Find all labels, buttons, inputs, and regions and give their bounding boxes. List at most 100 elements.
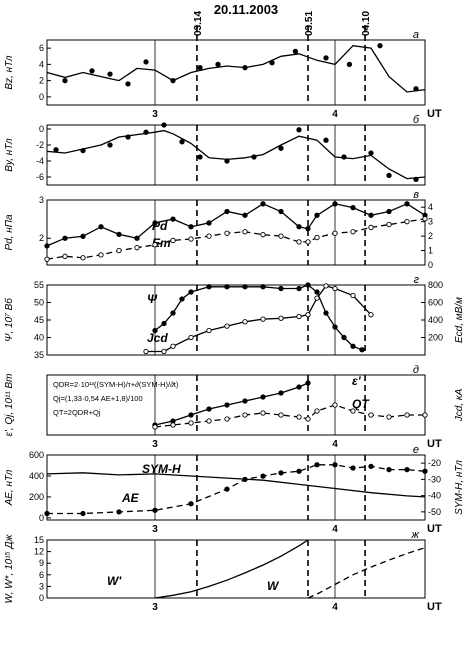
data-point: [314, 408, 320, 414]
panel-e: 0 200 400 600 -20 -30 -40 -50 AE, нТл SYM-H, нТл е…: [4, 444, 465, 535]
data-point: [323, 137, 329, 143]
y-tick-label: -6: [36, 172, 44, 182]
data-point: [305, 226, 311, 232]
data-point: [152, 242, 158, 248]
x-tick-label: 4: [332, 109, 338, 120]
x-tick-label: 3: [152, 439, 158, 450]
data-point: [161, 348, 167, 355]
panel-frame: [46, 539, 426, 599]
data-point: [296, 414, 302, 420]
panel-letter: г: [414, 274, 420, 286]
panel-frame: [46, 284, 426, 356]
series-label: W': [107, 574, 122, 588]
data-point: [224, 323, 230, 329]
data-point: [292, 48, 299, 55]
y-tick-label: 3: [39, 195, 44, 205]
y2-tick-label: -30: [428, 474, 441, 484]
y-axis-label: Pd, нПа: [4, 214, 15, 251]
data-point: [152, 220, 158, 226]
series-label: Ψ: [147, 292, 158, 306]
data-point: [170, 343, 176, 349]
y-tick-label: 0: [39, 513, 44, 523]
formula-text: Qj=(1,33·0,54 AE+1,8)/100: [53, 394, 143, 403]
y2-tick-label: 200: [428, 333, 443, 343]
data-point: [314, 234, 320, 241]
y2-tick-label: 3: [428, 217, 433, 227]
data-point: [179, 139, 185, 145]
data-point: [296, 239, 302, 245]
data-point: [44, 510, 50, 517]
data-point: [404, 466, 410, 473]
chart-title: 20.11.2003: [214, 2, 278, 17]
data-point: [368, 212, 374, 218]
data-point: [377, 43, 383, 49]
y-tick-label: 40: [34, 333, 44, 343]
data-point: [341, 154, 347, 160]
data-point: [224, 284, 230, 290]
data-point: [125, 134, 131, 140]
y-tick-label: 2: [39, 76, 44, 86]
y-tick-label: 6: [39, 43, 44, 53]
panel-zh-series: [154, 539, 426, 599]
data-point: [305, 239, 311, 245]
data-point: [188, 224, 194, 230]
data-point: [242, 319, 248, 325]
data-point: [242, 284, 248, 290]
data-point: [224, 158, 230, 164]
y-tick-label: 3: [39, 581, 44, 591]
data-point: [215, 61, 221, 68]
y2-tick-label: 400: [428, 315, 443, 325]
series-label: W: [267, 579, 280, 593]
data-point: [341, 334, 347, 341]
panel-letter: в: [413, 189, 419, 201]
data-point: [346, 61, 353, 68]
data-point: [188, 501, 194, 507]
y-tick-label: -2: [36, 140, 44, 150]
data-point: [314, 295, 320, 301]
data-point: [206, 284, 212, 290]
panel-letter: б: [413, 114, 420, 126]
data-point: [161, 122, 167, 128]
data-point: [143, 129, 149, 135]
data-point: [332, 462, 338, 468]
data-point: [242, 212, 248, 218]
data-point: [242, 398, 248, 404]
x-tick-label: 4: [332, 524, 338, 535]
data-point: [296, 468, 302, 474]
y-tick-label: 9: [39, 558, 44, 568]
data-point: [206, 327, 212, 334]
data-point: [296, 224, 302, 230]
data-point: [44, 243, 50, 249]
y-tick-label: 50: [34, 298, 44, 308]
x-axis-label: UT: [427, 523, 442, 535]
data-point: [350, 204, 356, 211]
data-point: [107, 71, 113, 77]
data-point: [305, 312, 311, 318]
formula-text: QT=2QDR+Qj: [53, 408, 101, 417]
data-point: [62, 253, 68, 259]
y2-tick-label: 2: [428, 231, 433, 241]
panel-frame: [46, 199, 426, 266]
data-point: [305, 416, 311, 422]
y2-tick-label: 1: [428, 246, 433, 256]
data-point: [296, 313, 302, 320]
data-point: [224, 208, 230, 215]
data-point: [152, 327, 158, 334]
data-point: [134, 235, 140, 241]
data-point: [332, 230, 338, 236]
data-point: [404, 412, 410, 418]
y-tick-label: 600: [29, 450, 44, 460]
data-point: [413, 86, 419, 92]
panel-v-series: [44, 201, 428, 262]
data-point: [206, 406, 212, 412]
series-label: ε': [352, 374, 362, 388]
panel-b: 0 -2 -4 -6 By, нТл б: [4, 114, 426, 186]
y-tick-label: 4: [39, 59, 44, 69]
data-point: [152, 507, 158, 513]
panel-d-series: [152, 380, 428, 430]
data-point: [350, 229, 356, 235]
y-tick-label: 12: [34, 547, 44, 557]
data-point: [107, 142, 113, 148]
data-point: [242, 64, 248, 71]
data-point: [422, 468, 428, 474]
